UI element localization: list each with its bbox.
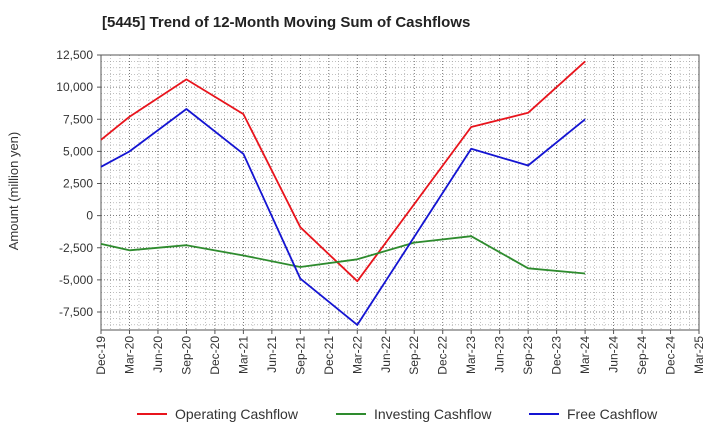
y-tick-label: 2,500 — [63, 177, 93, 191]
y-tick-label: 0 — [86, 209, 93, 223]
y-axis-label: Amount (million yen) — [6, 132, 21, 251]
y-tick-label: 10,000 — [56, 80, 93, 94]
x-tick-label: Dec-19 — [94, 336, 108, 375]
x-tick-label: Mar-21 — [236, 336, 250, 374]
x-tick-label: Dec-21 — [322, 336, 336, 375]
x-tick-label: Jun-22 — [379, 336, 393, 373]
x-tick-label: Mar-24 — [578, 336, 592, 374]
x-tick-label: Sep-23 — [521, 336, 535, 375]
x-tick-label: Mar-22 — [350, 336, 364, 374]
series-line-free-cashflow — [100, 108, 586, 326]
x-tick-label: Jun-21 — [265, 336, 279, 373]
x-tick-label: Sep-21 — [293, 336, 307, 375]
x-tick-label: Sep-22 — [407, 336, 421, 375]
x-tick-label: Sep-20 — [179, 336, 193, 375]
y-tick-label: 12,500 — [56, 48, 93, 62]
series-line-investing-cashflow — [100, 235, 586, 275]
y-tick-label: -2,500 — [59, 241, 93, 255]
x-tick-label: Dec-23 — [550, 336, 564, 375]
x-tick-label: Dec-24 — [664, 336, 678, 375]
x-tick-label: Mar-23 — [464, 336, 478, 374]
legend-label-free-cashflow: Free Cashflow — [567, 406, 658, 422]
x-tick-label: Mar-25 — [692, 336, 706, 374]
chart-title: [5445] Trend of 12-Month Moving Sum of C… — [102, 14, 471, 31]
x-tick-label: Sep-24 — [635, 336, 649, 375]
x-tick-label: Mar-20 — [122, 336, 136, 374]
x-tick-label: Dec-20 — [208, 336, 222, 375]
y-tick-label: -5,000 — [59, 273, 93, 287]
plot-frame — [100, 54, 700, 331]
y-tick-label: 5,000 — [63, 144, 93, 158]
legend-label-operating-cashflow: Operating Cashflow — [175, 406, 299, 422]
y-tick-label: 7,500 — [63, 112, 93, 126]
series-line-operating-cashflow — [100, 60, 586, 283]
x-tick-label: Dec-22 — [436, 336, 450, 375]
legend-label-investing-cashflow: Investing Cashflow — [374, 406, 492, 422]
x-tick-label: Jun-24 — [607, 336, 621, 373]
y-tick-label: -7,500 — [59, 305, 93, 319]
x-tick-label: Jun-20 — [151, 336, 165, 373]
plot-area — [101, 55, 699, 330]
x-tick-label: Jun-23 — [493, 336, 507, 373]
